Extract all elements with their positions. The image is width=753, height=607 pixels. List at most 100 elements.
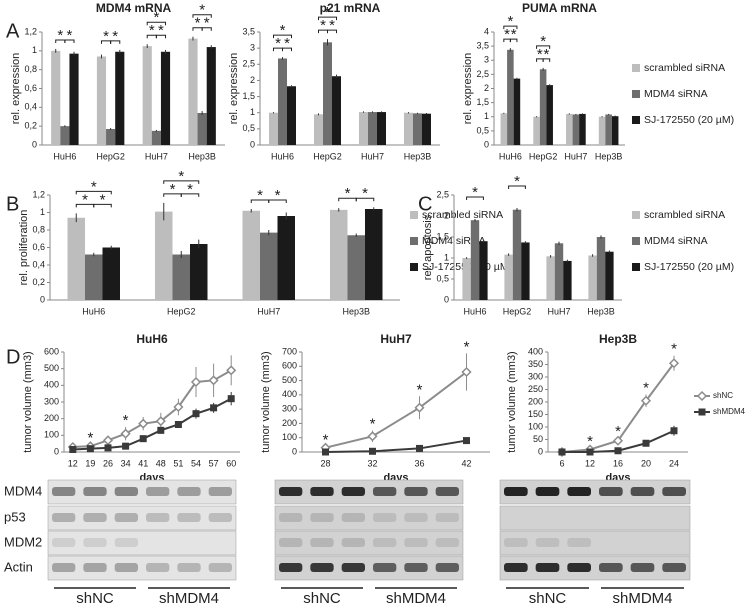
- y-tick-label: 200: [282, 418, 297, 428]
- legend-swatch: [410, 211, 418, 219]
- blot-row-label: p53: [4, 509, 26, 524]
- group-label: shMDM4: [612, 590, 672, 607]
- bar: [377, 112, 386, 145]
- significance-label: *: [671, 341, 677, 358]
- x-tick-label: HuH7: [145, 151, 168, 161]
- y-tick-label: 2: [444, 210, 449, 220]
- blot-band: [662, 487, 686, 496]
- significance-label: *: [195, 15, 201, 32]
- blot-band: [83, 563, 107, 572]
- significance-bracket: [163, 180, 200, 184]
- y-tick-label: 1,5: [242, 91, 255, 101]
- bar: [347, 235, 365, 300]
- point: [102, 435, 114, 446]
- y-tick-label: 700: [282, 346, 297, 356]
- significance-label: *: [587, 433, 593, 450]
- blot-band: [535, 487, 560, 496]
- blot-band: [435, 513, 459, 522]
- bar: [546, 85, 553, 145]
- bar: [512, 209, 522, 300]
- y-tick-label: 1,2: [24, 26, 37, 36]
- y-tick-label: 0,6: [24, 83, 37, 93]
- significance-label: *: [543, 46, 549, 63]
- blot-band: [341, 487, 365, 496]
- y-tick-label: 50: [533, 434, 543, 444]
- legend-swatch: [632, 116, 640, 124]
- y-tick-label: 0,5: [476, 125, 489, 135]
- y-tick-label: 0,8: [32, 224, 45, 234]
- y-tick-label: 0,2: [32, 277, 45, 287]
- significance-label: *: [362, 185, 368, 202]
- blot-band: [373, 513, 397, 522]
- blot-strip: [274, 555, 464, 581]
- significance-bracket: [327, 29, 337, 34]
- y-tick-label: 1: [250, 107, 255, 117]
- significance-bracket: [355, 197, 375, 202]
- significance-label: *: [158, 22, 164, 39]
- significance-bracket: [466, 196, 484, 200]
- x-tick-label: 6: [559, 458, 564, 468]
- significance-label: *: [149, 22, 155, 39]
- y-tick-label: 150: [528, 409, 543, 419]
- blot-band: [52, 487, 76, 496]
- y-tick-label: 0: [444, 294, 449, 304]
- y-tick-label: 100: [44, 430, 59, 440]
- blot-strip: [499, 555, 691, 581]
- significance-label: *: [91, 178, 97, 195]
- blot-band: [114, 487, 138, 496]
- blot-band: [177, 563, 201, 572]
- series-line: [72, 397, 232, 451]
- point: [416, 444, 423, 452]
- bar: [359, 112, 368, 145]
- legend-label: MDM4 siRNA: [644, 235, 708, 247]
- blot-band: [662, 563, 686, 572]
- point: [86, 445, 94, 453]
- chart-title: MDM4 mRNA: [96, 1, 172, 15]
- y-tick-label: 400: [44, 380, 59, 390]
- y-tick-label: 1: [484, 111, 489, 121]
- point: [696, 390, 708, 402]
- bar: [365, 209, 383, 300]
- bar: [102, 247, 120, 300]
- bar: [605, 114, 612, 145]
- significance-bracket: [509, 38, 518, 43]
- legend-label: shNC: [713, 391, 733, 400]
- bar: [566, 113, 573, 145]
- y-tick-label: 200: [528, 396, 543, 406]
- y-tick-label: 100: [528, 421, 543, 431]
- y-axis-label: tumor volume (mm3): [22, 351, 34, 452]
- y-tick-label: 3: [250, 43, 255, 53]
- y-axis-label: rel. apoptosis: [422, 214, 434, 280]
- x-tick-label: HepG2: [167, 306, 196, 316]
- blot-band: [279, 538, 303, 547]
- legend-label: SJ-172550 (20 µM): [644, 114, 734, 126]
- y-tick-label: 1,5: [436, 231, 449, 241]
- x-tick-label: 12: [585, 458, 595, 468]
- blot-band: [83, 487, 107, 496]
- significance-bracket: [268, 199, 287, 203]
- y-tick-label: 1: [40, 207, 45, 217]
- bar: [155, 211, 173, 300]
- x-tick-label: 41: [138, 458, 148, 468]
- bar: [269, 112, 278, 145]
- blot-band: [310, 513, 334, 522]
- y-tick-label: 0,5: [436, 273, 449, 283]
- blot-band: [535, 563, 560, 572]
- point: [192, 410, 200, 418]
- significance-label: *: [275, 187, 281, 204]
- blot-band: [567, 563, 591, 572]
- significance-bracket: [503, 25, 518, 30]
- bar: [598, 116, 606, 145]
- y-tick-label: 1,5: [476, 97, 489, 107]
- blot-band: [52, 563, 76, 572]
- legend-label: MDM4 siRNA: [644, 88, 708, 100]
- panel-label: C: [418, 193, 432, 215]
- significance-label: *: [275, 35, 281, 52]
- bar: [188, 38, 198, 145]
- point: [670, 427, 678, 435]
- point: [227, 395, 235, 403]
- x-tick-label: Hep3B: [595, 151, 623, 161]
- blot-row-label: Actin: [4, 559, 33, 574]
- y-tick-label: 0: [32, 139, 37, 149]
- chart-title: p21 mRNA: [320, 1, 381, 15]
